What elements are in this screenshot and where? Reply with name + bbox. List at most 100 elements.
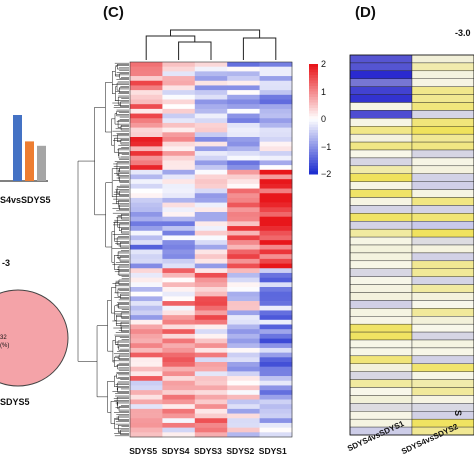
heatmap-cell — [259, 146, 293, 152]
heatmap-cell — [194, 357, 228, 363]
d-heatmap-cell — [349, 260, 413, 269]
d-heatmap-cell — [411, 205, 474, 214]
heatmap-cell — [259, 254, 293, 260]
heatmap-cell — [162, 71, 196, 77]
row-dendrogram-link — [118, 345, 129, 351]
heatmap-cell — [130, 127, 163, 133]
heatmap-cell — [194, 385, 228, 391]
heatmap-cell — [194, 333, 228, 339]
heatmap-cell — [259, 418, 293, 424]
heatmap-cell — [259, 90, 293, 96]
heatmap-cell — [130, 108, 163, 114]
d-heatmap-cell — [349, 70, 413, 79]
heatmap-cell — [194, 155, 228, 161]
heatmap-cell — [162, 282, 196, 288]
d-heatmap-cell — [411, 118, 474, 127]
d-heatmap-cell — [349, 379, 413, 388]
heatmap-cell — [162, 155, 196, 161]
heatmap-cell — [130, 169, 163, 175]
d-heatmap-cell — [349, 149, 413, 159]
heatmap-cell — [194, 151, 228, 157]
d-heatmap-cell — [349, 316, 413, 325]
row-dendrogram-link — [114, 113, 119, 125]
heatmap-cell — [227, 188, 260, 194]
heatmap-cell — [259, 99, 293, 105]
d-heatmap-cell — [349, 189, 413, 198]
heatmap-cell — [162, 85, 196, 91]
heatmap-cell — [227, 160, 260, 166]
b-x-label: S4vsSDYS5 — [0, 195, 51, 205]
heatmap-cell — [194, 277, 228, 283]
heatmap-cell — [259, 122, 293, 128]
heatmap-cell — [259, 62, 293, 67]
row-dendrogram-link — [77, 160, 98, 362]
d-heatmap-cell — [349, 411, 413, 420]
heatmap-cell — [162, 357, 196, 363]
row-dendrogram-link — [120, 293, 129, 299]
heatmap-cell — [259, 108, 293, 114]
d-heatmap-cell — [349, 126, 413, 135]
legend-gradient-step — [309, 91, 318, 95]
heatmap-cell — [130, 94, 163, 100]
heatmap-cell — [130, 362, 163, 367]
heatmap-cell — [194, 347, 228, 353]
heatmap-cell — [259, 404, 293, 410]
heatmap-cell — [130, 301, 163, 307]
row-dendrogram-link — [119, 190, 129, 196]
d-heatmap-cell — [411, 110, 474, 119]
heatmap-cell — [227, 352, 260, 358]
heatmap-cell — [130, 249, 163, 255]
row-dendrogram-link — [119, 204, 129, 210]
d-heatmap-cell — [411, 331, 474, 341]
heatmap-cell — [194, 230, 228, 236]
heatmap-cell — [227, 113, 260, 119]
heatmap-cell — [259, 174, 293, 180]
heatmap-cell — [130, 263, 163, 269]
legend-gradient-step — [309, 157, 318, 161]
heatmap-cell — [227, 371, 260, 377]
row-dendrogram-link — [120, 139, 129, 145]
heatmap-cell — [227, 319, 260, 325]
heatmap-cell — [130, 99, 163, 105]
heatmap-cell — [194, 380, 228, 386]
row-dendrogram-link — [121, 326, 129, 332]
d-heatmap-cell — [411, 149, 474, 159]
heatmap-cell — [130, 282, 163, 288]
heatmap-cell — [162, 371, 196, 377]
d-heatmap-cell — [349, 331, 413, 341]
heatmap-cell — [130, 230, 163, 236]
heatmap-cell — [130, 343, 163, 349]
heatmap-cell — [259, 226, 293, 232]
d-heatmap-cell — [349, 110, 413, 119]
heatmap-cell — [194, 146, 228, 152]
heatmap-cell — [259, 113, 293, 119]
legend-gradient-step — [309, 108, 318, 112]
d-heatmap-cell — [411, 62, 474, 72]
heatmap-cell — [162, 380, 196, 386]
row-dendrogram-link — [116, 314, 122, 326]
heatmap-cell — [259, 338, 293, 344]
b-bar-1 — [25, 141, 34, 181]
heatmap-cell — [130, 310, 163, 316]
b-bottom-label: SDYS5 — [0, 397, 30, 407]
heatmap-cell — [227, 244, 260, 250]
heatmap-cell — [259, 258, 293, 264]
heatmap-cell — [162, 413, 196, 419]
heatmap-cell — [162, 408, 196, 414]
heatmap-cell — [259, 207, 293, 213]
heatmap-cell — [162, 404, 196, 410]
heatmap-cell — [227, 333, 260, 339]
heatmap-cell — [162, 212, 196, 217]
heatmap-cell — [162, 151, 196, 157]
legend-gradient-step — [309, 124, 318, 128]
d-heatmap-cell — [411, 355, 474, 364]
row-dendrogram-link — [116, 110, 129, 117]
heatmap-cell — [162, 376, 196, 382]
heatmap-cell — [227, 287, 260, 292]
row-dendrogram-link — [118, 415, 129, 421]
heatmap-cell — [162, 80, 196, 86]
heatmap-cell — [227, 169, 260, 175]
d-heatmap-cell — [349, 323, 413, 333]
heatmap-cell — [259, 249, 293, 255]
heatmap-cell — [194, 427, 228, 433]
